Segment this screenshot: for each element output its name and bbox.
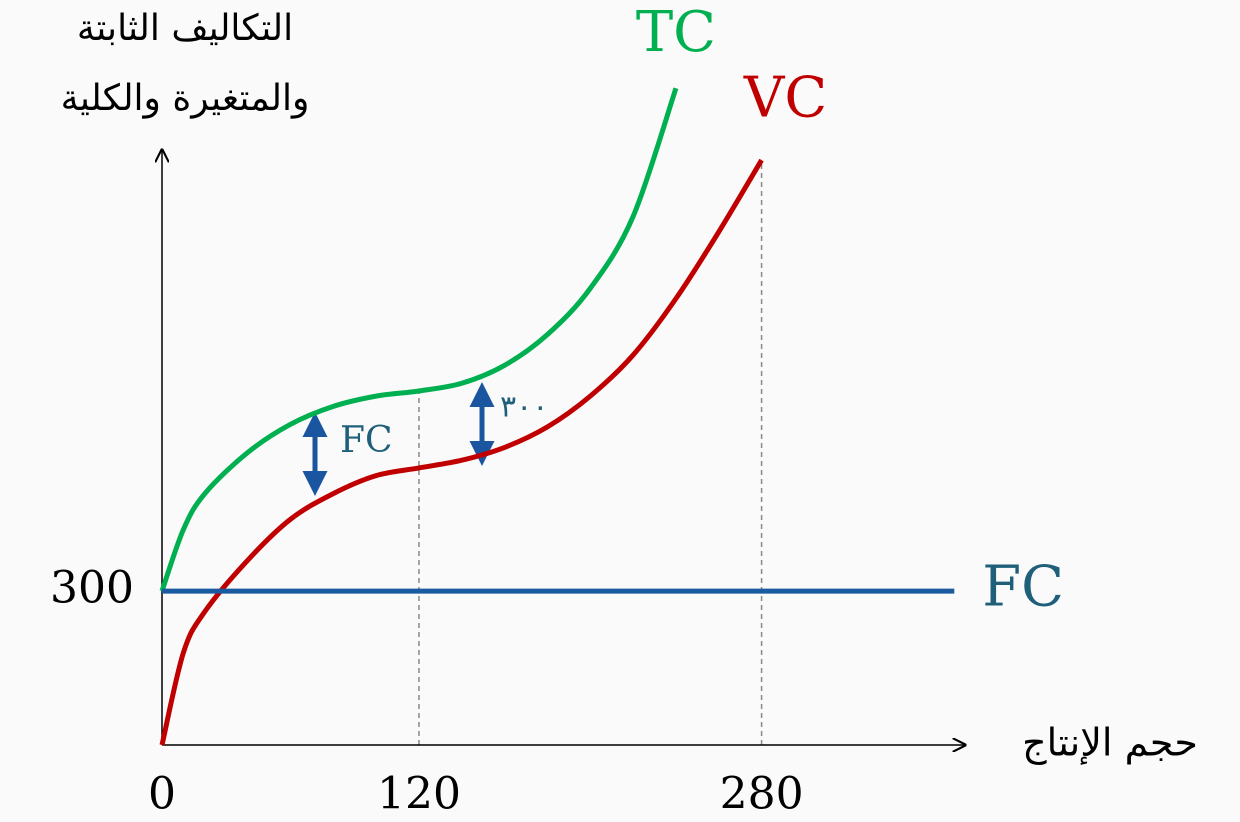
x-tick-label: 0	[148, 769, 176, 820]
annotation: FC	[340, 420, 393, 461]
series-label: FC	[982, 555, 1064, 620]
y-tick-label: 300	[50, 563, 134, 614]
x-tick-label: 280	[720, 769, 804, 820]
series-label: TC	[636, 0, 716, 65]
grid-layer	[418, 160, 763, 745]
series-line	[159, 158, 764, 746]
x-axis-label: حجم الإنتاج	[1022, 721, 1198, 766]
series-line	[159, 87, 679, 592]
series-label: VC	[743, 66, 827, 131]
y-axis-label: التكاليف الثابتة	[77, 8, 293, 49]
annotation: ٣٠٠	[500, 390, 548, 425]
y-axis-label: والمتغيرة والكلية	[61, 78, 310, 119]
plot-layer: 0 120 280 300 TC VC FC	[50, 0, 1064, 820]
x-tick-label: 120	[377, 769, 461, 820]
